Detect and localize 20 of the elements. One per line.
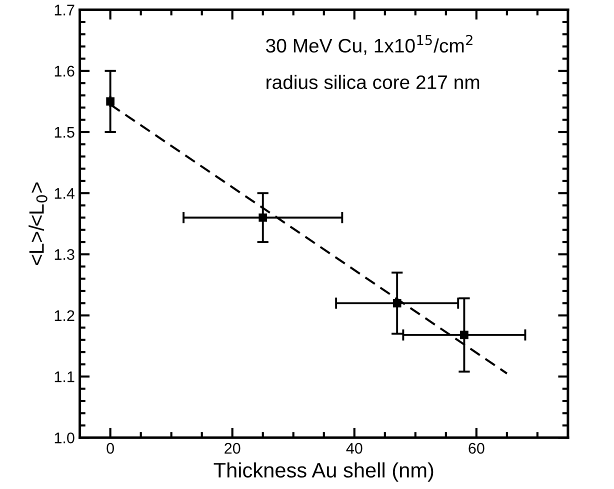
- y-axis-title: <L>/<L$_{0}$>: [28, 182, 48, 265]
- y-tick-label: 1.5: [54, 127, 74, 138]
- x-axis-title: Thickness Au shell (nm): [214, 462, 434, 482]
- annotation: 30 MeV Cu, 1x10$^{15}$/cm$^{2}$: [266, 34, 472, 55]
- y-tick-label: 1.1: [54, 372, 74, 382]
- point: [258, 213, 268, 222]
- y-tick-label: 1.2: [54, 310, 74, 321]
- point: [460, 330, 468, 340]
- y-tick-label: 1.4: [54, 188, 75, 199]
- x-tick-label: 40: [346, 442, 362, 454]
- annotation: radius silica core 217 nm: [266, 74, 480, 90]
- y-tick-label: 1.6: [54, 66, 74, 77]
- y-tick-label: 1.7: [54, 4, 74, 16]
- x-tick-label: 20: [224, 442, 240, 454]
- y-tick-label: 1.3: [54, 249, 74, 260]
- x-tick-label: 0: [106, 442, 114, 454]
- point: [392, 299, 402, 308]
- point: [106, 97, 114, 106]
- x-tick-label: 60: [468, 442, 484, 454]
- y-tick-label: 1.0: [54, 432, 74, 444]
